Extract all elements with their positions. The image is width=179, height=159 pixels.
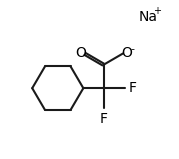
Text: O: O [121, 46, 132, 60]
Text: +: + [153, 7, 161, 17]
Text: Na: Na [139, 10, 158, 24]
Text: -: - [130, 44, 134, 54]
Text: F: F [129, 81, 137, 95]
Text: O: O [75, 46, 86, 60]
Text: F: F [100, 112, 108, 126]
